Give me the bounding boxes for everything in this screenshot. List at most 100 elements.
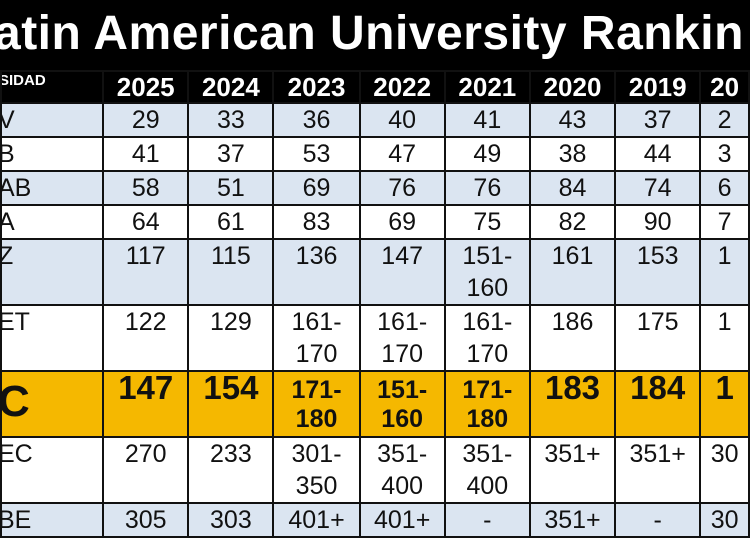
rank-cell: 37 [187, 136, 275, 172]
rank-cell: 401+ [272, 502, 361, 538]
rank-cell: 3 [699, 136, 750, 172]
rank-cell: 351+ [614, 436, 702, 504]
rank-value: 6 [717, 174, 732, 202]
rank-cell: 69 [358, 204, 446, 240]
rank-value: 51 [216, 174, 245, 202]
rank-cell: 2 [699, 102, 750, 138]
rank-cell: 270 [102, 436, 190, 504]
rank-value: 74 [643, 174, 672, 202]
rank-value: 3 [717, 140, 732, 168]
column-header: 20 [699, 70, 750, 104]
rank-value: 37 [643, 106, 672, 134]
university-name-cell: AB [0, 170, 105, 206]
rank-cell: 30 [699, 502, 750, 538]
rank-cell: 151- 160 [358, 370, 446, 438]
rank-value: 301- [291, 440, 342, 468]
rank-value: 305 [124, 506, 167, 534]
rank-value: 351- [462, 440, 513, 468]
university-name-cell: Z [0, 238, 105, 306]
rank-cell: 175 [614, 304, 702, 372]
rank-cell: 351- 400 [358, 436, 446, 504]
rank-value: 61 [216, 208, 245, 236]
rank-value: 183 [544, 371, 601, 406]
table-row: BE 305 303 401+ 401+ - 351+ - 30 [0, 502, 750, 538]
rank-cell: 351- 400 [443, 436, 531, 504]
title-bar: atin American University Rankin [0, 0, 750, 70]
university-name-cell: BE [0, 502, 105, 538]
rank-cell: 82 [528, 204, 617, 240]
ranking-table: SIDAD 2025 2024 2023 2022 2021 2020 2019… [0, 70, 750, 538]
rank-value: 136 [295, 242, 338, 270]
rank-cell: 76 [358, 170, 446, 206]
rank-value: 76 [388, 174, 417, 202]
rank-value: 49 [473, 140, 502, 168]
rank-value: 351+ [544, 506, 601, 534]
column-header: 2023 [272, 70, 361, 104]
rank-cell: 47 [358, 136, 446, 172]
rank-cell: 37 [614, 102, 702, 138]
rank-value: 175 [636, 308, 679, 336]
column-header: SIDAD [0, 70, 105, 104]
rank-value: 83 [302, 208, 331, 236]
rank-cell: 147 [102, 370, 190, 438]
rank-cell: 29 [102, 102, 190, 138]
rank-value: 41 [131, 140, 160, 168]
table-row: A 64 61 83 69 75 82 90 7 [0, 204, 750, 240]
rank-cell: 186 [528, 304, 617, 372]
rank-cell: 301- 350 [272, 436, 361, 504]
rank-value: 161- [377, 308, 428, 336]
rank-value: - [653, 506, 662, 534]
rank-cell: 122 [102, 304, 190, 372]
rank-value: 401+ [374, 506, 431, 534]
rank-cell: 44 [614, 136, 702, 172]
rank-value: 170 [466, 340, 509, 368]
rank-cell: 147 [358, 238, 446, 306]
university-name: B [3, 140, 15, 168]
rank-cell: 1 [699, 304, 750, 372]
rank-value: 161- [462, 308, 513, 336]
university-name: EC [1, 440, 33, 468]
rank-cell: 49 [443, 136, 531, 172]
table-row: B 41 37 53 47 49 38 44 3 [0, 136, 750, 172]
rank-cell: 401+ [358, 502, 446, 538]
rank-cell: 36 [272, 102, 361, 138]
rank-cell: 38 [528, 136, 617, 172]
rank-value: 44 [643, 140, 672, 168]
table-row: EC 270 233 301- 350 351- 400 351- 400 351+ 351+ 30 [0, 436, 750, 504]
rank-cell: 69 [272, 170, 361, 206]
rank-value: 58 [131, 174, 160, 202]
column-header: 2025 [102, 70, 190, 104]
rank-value: 186 [551, 308, 594, 336]
rank-value: 40 [388, 106, 417, 134]
rank-value: 233 [210, 440, 252, 468]
rank-value: 303 [210, 506, 252, 534]
rank-cell: 161 [528, 238, 617, 306]
rank-value: - [483, 506, 492, 534]
rank-value: 37 [216, 140, 245, 168]
rank-value: 171- [462, 376, 513, 404]
rank-value: 161 [551, 242, 594, 270]
rank-value: 400 [466, 472, 509, 500]
rank-cell: 61 [187, 204, 275, 240]
rank-cell: 83 [272, 204, 361, 240]
rank-value: 180 [295, 405, 338, 433]
rank-value: 1 [717, 308, 732, 336]
rank-cell: 115 [187, 238, 275, 306]
rank-value: 147 [381, 242, 424, 270]
header-row: SIDAD 2025 2024 2023 2022 2021 2020 2019… [0, 70, 750, 104]
rank-value: 161- [291, 308, 342, 336]
table-row-highlighted: C 147 154 171- 180 151- 160 171- 180 183 184 1 [0, 370, 750, 438]
university-name-cell: ET [0, 304, 105, 372]
rank-cell: 171- 180 [443, 370, 531, 438]
rank-cell: 305 [102, 502, 190, 538]
column-header: 2024 [187, 70, 275, 104]
university-name: BE [1, 506, 32, 534]
rank-cell: 161- 170 [272, 304, 361, 372]
rank-cell: - [614, 502, 702, 538]
university-name-cell: V [0, 102, 105, 138]
rank-cell: 41 [443, 102, 531, 138]
rank-cell: 1 [699, 238, 750, 306]
rank-cell: 84 [528, 170, 617, 206]
rank-cell: 76 [443, 170, 531, 206]
rank-cell: 233 [187, 436, 275, 504]
